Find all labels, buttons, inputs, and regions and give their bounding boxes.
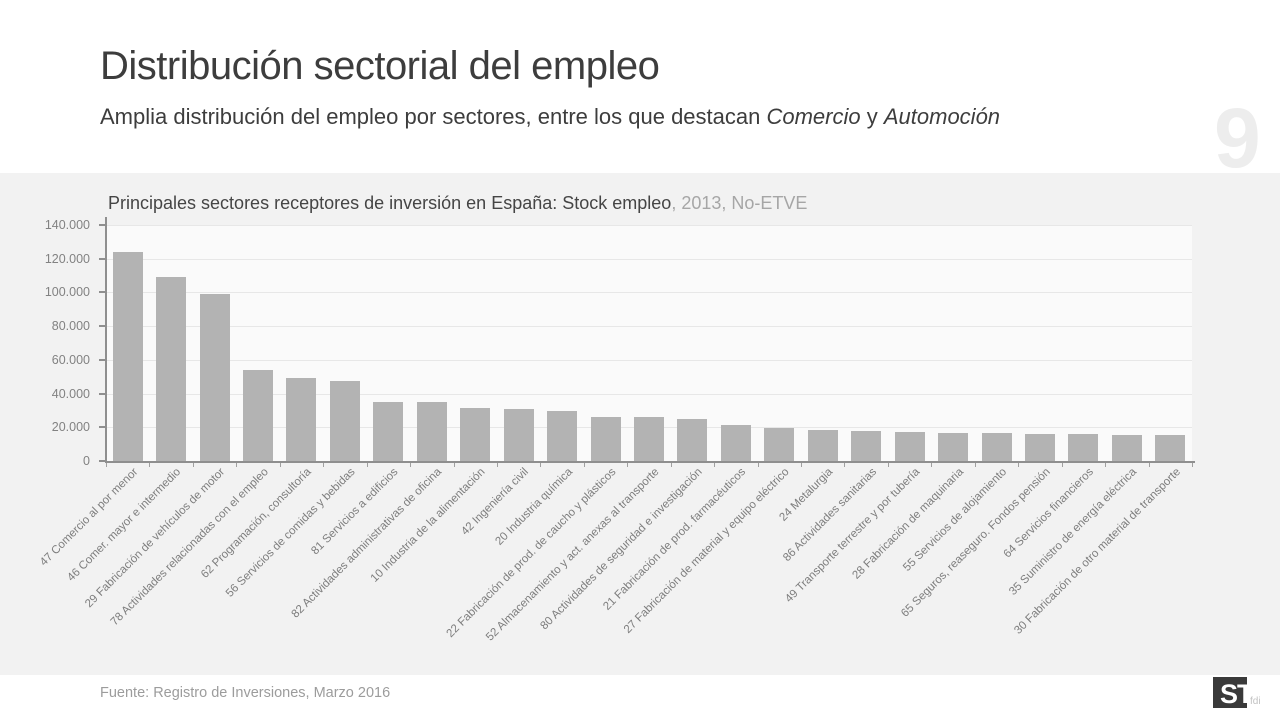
- x-axis-tick: [323, 463, 325, 467]
- x-axis-tick: [627, 463, 629, 467]
- bar-chart-plot-area: [106, 225, 1192, 461]
- x-axis-tick: [279, 463, 281, 467]
- subtitle-text: Amplia distribución del empleo por secto…: [100, 104, 767, 129]
- bar: [938, 432, 969, 461]
- bar: [634, 417, 664, 461]
- page-number: 9: [1214, 91, 1261, 185]
- bar: [243, 370, 274, 461]
- y-axis-tick-label: 60.000: [51, 352, 90, 367]
- bar: [764, 427, 795, 461]
- bar: [1068, 434, 1099, 461]
- x-axis-tick: [844, 463, 846, 467]
- bar: [851, 430, 882, 461]
- y-axis-tick-label: 20.000: [51, 420, 90, 435]
- logo-mark: ST: [1220, 679, 1254, 709]
- x-axis-tick: [1105, 463, 1107, 467]
- bar: [807, 429, 838, 461]
- bar: [1155, 435, 1186, 461]
- bar: [416, 402, 447, 461]
- bar: [156, 277, 187, 461]
- gridline: [106, 292, 1192, 294]
- bar: [1024, 434, 1055, 461]
- x-axis-tick: [931, 463, 933, 467]
- y-axis-tick-label: 100.000: [44, 285, 90, 300]
- y-axis-tick-label: 40.000: [51, 386, 90, 401]
- y-axis-tick-label: 80.000: [51, 319, 90, 334]
- x-axis-tick: [496, 463, 498, 467]
- x-axis-tick: [1061, 463, 1063, 467]
- bar: [329, 381, 360, 461]
- bar: [677, 419, 708, 461]
- bar: [286, 378, 317, 461]
- gridline: [106, 359, 1192, 361]
- bar: [981, 433, 1012, 461]
- x-axis-tick: [1192, 463, 1193, 467]
- x-axis-tick: [366, 463, 368, 467]
- page-title: Distribución sectorial del empleo: [100, 44, 660, 88]
- gridline: [106, 326, 1192, 328]
- y-axis-tick-label: 140.000: [44, 218, 90, 232]
- bar: [460, 408, 491, 461]
- x-axis-tick: [192, 463, 194, 467]
- y-axis-tick: [99, 291, 105, 294]
- gridline: [106, 225, 1192, 226]
- bar: [112, 252, 143, 461]
- chart-title: Principales sectores receptores de inver…: [108, 193, 807, 214]
- y-axis-tick: [99, 392, 105, 395]
- x-axis-tick: [670, 463, 672, 467]
- x-axis-tick: [410, 463, 412, 467]
- x-axis-tick: [236, 463, 238, 467]
- x-axis-tick: [453, 463, 455, 467]
- x-axis-tick: [149, 463, 151, 467]
- bar: [373, 401, 404, 461]
- bar: [894, 431, 925, 461]
- x-axis-tick: [106, 463, 107, 467]
- y-axis-tick: [99, 224, 105, 226]
- bar: [503, 409, 534, 461]
- source-note: Fuente: Registro de Inversiones, Marzo 2…: [100, 685, 391, 701]
- gridline: [106, 258, 1192, 260]
- y-axis-tick-label: 120.000: [44, 251, 90, 266]
- x-axis-tick: [757, 463, 759, 467]
- y-axis-tick-label: 0: [83, 454, 90, 468]
- y-axis-tick: [99, 325, 105, 328]
- y-axis-tick: [99, 426, 105, 429]
- x-axis-tick: [1018, 463, 1020, 467]
- x-axis-tick: [714, 463, 716, 467]
- y-axis-tick: [99, 358, 105, 361]
- chart-title-suffix: , 2013, No-ETVE: [671, 193, 808, 213]
- subtitle-separator: y: [860, 104, 884, 129]
- x-axis-tick: [801, 463, 803, 467]
- logo-box: [1213, 677, 1247, 708]
- chart-title-main: Principales sectores receptores de inver…: [108, 193, 672, 213]
- bar: [590, 416, 621, 461]
- bar: [199, 293, 230, 461]
- y-axis-tick: [99, 460, 105, 462]
- y-axis-line: [105, 217, 107, 463]
- subtitle-emphasis-automocion: Automoción: [883, 104, 1001, 129]
- subtitle-emphasis-comercio: Comercio: [766, 104, 861, 129]
- x-axis-tick: [974, 463, 976, 467]
- y-axis-tick: [99, 257, 105, 260]
- x-axis-tick: [1148, 463, 1150, 467]
- bar: [720, 424, 751, 461]
- page-subtitle: Amplia distribución del empleo por secto…: [100, 104, 1000, 130]
- gridline: [106, 393, 1192, 395]
- x-axis-tick: [887, 463, 889, 467]
- x-axis-tick: [583, 463, 585, 467]
- x-axis-line: [105, 461, 1195, 463]
- x-axis-tick: [540, 463, 542, 467]
- logo-suffix: fdi: [1250, 696, 1261, 707]
- logo: ST fdi: [1213, 677, 1273, 713]
- bar: [1111, 434, 1142, 461]
- bar: [547, 410, 578, 461]
